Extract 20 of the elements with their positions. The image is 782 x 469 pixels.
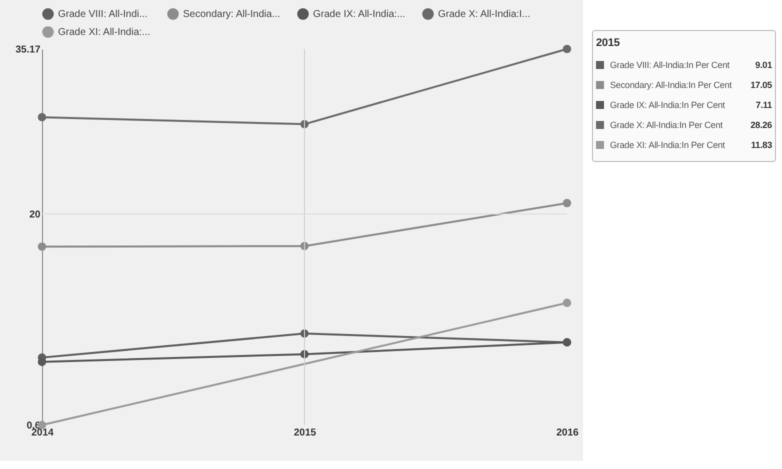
text: Grade XI: All-India:In Per Cent bbox=[610, 140, 726, 150]
text: 17.05 bbox=[750, 80, 772, 90]
text: Grade VIII: All-India:In Per Cent bbox=[610, 60, 730, 70]
text: 11.83 bbox=[750, 140, 772, 150]
text: 7.11 bbox=[756, 100, 772, 110]
legend-label: Grade IX: All-India:... bbox=[313, 9, 406, 20]
y-tick-label: 20 bbox=[29, 209, 41, 220]
text: Grade X: All-India:In Per Cent bbox=[610, 120, 724, 130]
text: 9.01 bbox=[755, 60, 772, 70]
y-tick-label: 35.17 bbox=[15, 44, 41, 56]
text: 2015 bbox=[596, 37, 621, 49]
text: Secondary: All-India:In Per Cent bbox=[610, 80, 733, 90]
legend-label: Secondary: All-India... bbox=[183, 9, 280, 20]
x-tick-label: 2015 bbox=[294, 428, 317, 438]
x-tick-label: 2016 bbox=[556, 428, 580, 438]
text: 28.26 bbox=[750, 120, 772, 130]
legend-label: Grade VIII: All-Indi... bbox=[58, 9, 148, 20]
text: Grade IX: All-India:In Per Cent bbox=[610, 100, 726, 110]
legend-label: Grade XI: All-India:... bbox=[58, 27, 150, 38]
legend-label: Grade X: All-India:I... bbox=[438, 9, 530, 20]
